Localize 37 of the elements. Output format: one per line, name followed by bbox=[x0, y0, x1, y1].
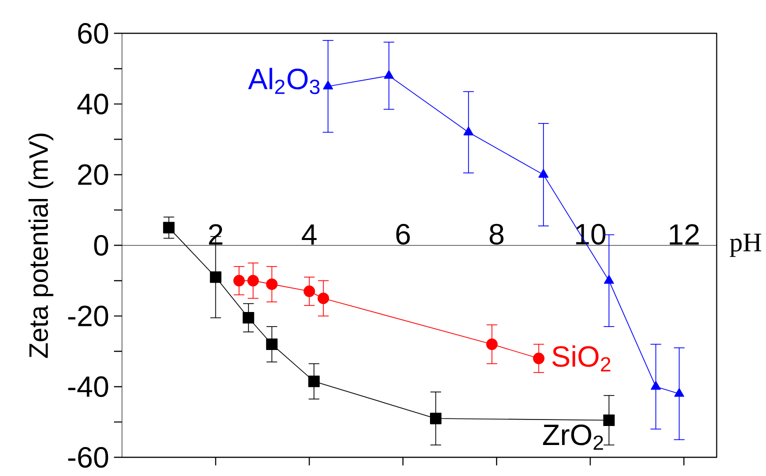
point bbox=[533, 352, 544, 364]
point bbox=[210, 271, 222, 283]
y-tick-label: -40 bbox=[68, 376, 108, 398]
point bbox=[650, 380, 661, 390]
point bbox=[463, 126, 474, 136]
point bbox=[486, 338, 498, 350]
point bbox=[323, 80, 334, 90]
point bbox=[603, 414, 615, 426]
point bbox=[674, 388, 684, 397]
point bbox=[430, 412, 442, 424]
series-label: ZrO$_{2}$ bbox=[543, 424, 604, 450]
point bbox=[163, 222, 175, 234]
point bbox=[384, 70, 394, 79]
point bbox=[247, 274, 259, 286]
x-tick-label: 4 bbox=[302, 224, 317, 245]
point bbox=[308, 376, 320, 388]
point bbox=[266, 338, 278, 350]
x-tick-label: 6 bbox=[396, 224, 410, 245]
point bbox=[538, 168, 548, 178]
point bbox=[233, 274, 245, 286]
series-label: Al$_{2}$O$_{3}$ bbox=[248, 68, 320, 94]
point bbox=[304, 286, 316, 297]
point bbox=[604, 274, 614, 284]
y-tick-label: 20 bbox=[78, 164, 108, 186]
x-tick-label: 8 bbox=[490, 224, 504, 245]
x-axis-title: pH bbox=[730, 234, 762, 257]
point bbox=[318, 292, 330, 304]
y-tick-label: 60 bbox=[78, 22, 108, 44]
y-tick-label: 0 bbox=[94, 234, 108, 256]
y-tick-label: -20 bbox=[68, 306, 108, 326]
y-axis-title: Zeta potential (mV) bbox=[28, 134, 54, 358]
series-label: SiO$_{2}$ bbox=[552, 345, 610, 372]
point bbox=[266, 278, 278, 290]
y-tick-label: 40 bbox=[77, 94, 108, 114]
y-tick-label: -60 bbox=[68, 446, 108, 468]
x-tick-label: 12 bbox=[670, 224, 699, 245]
point bbox=[242, 312, 254, 324]
